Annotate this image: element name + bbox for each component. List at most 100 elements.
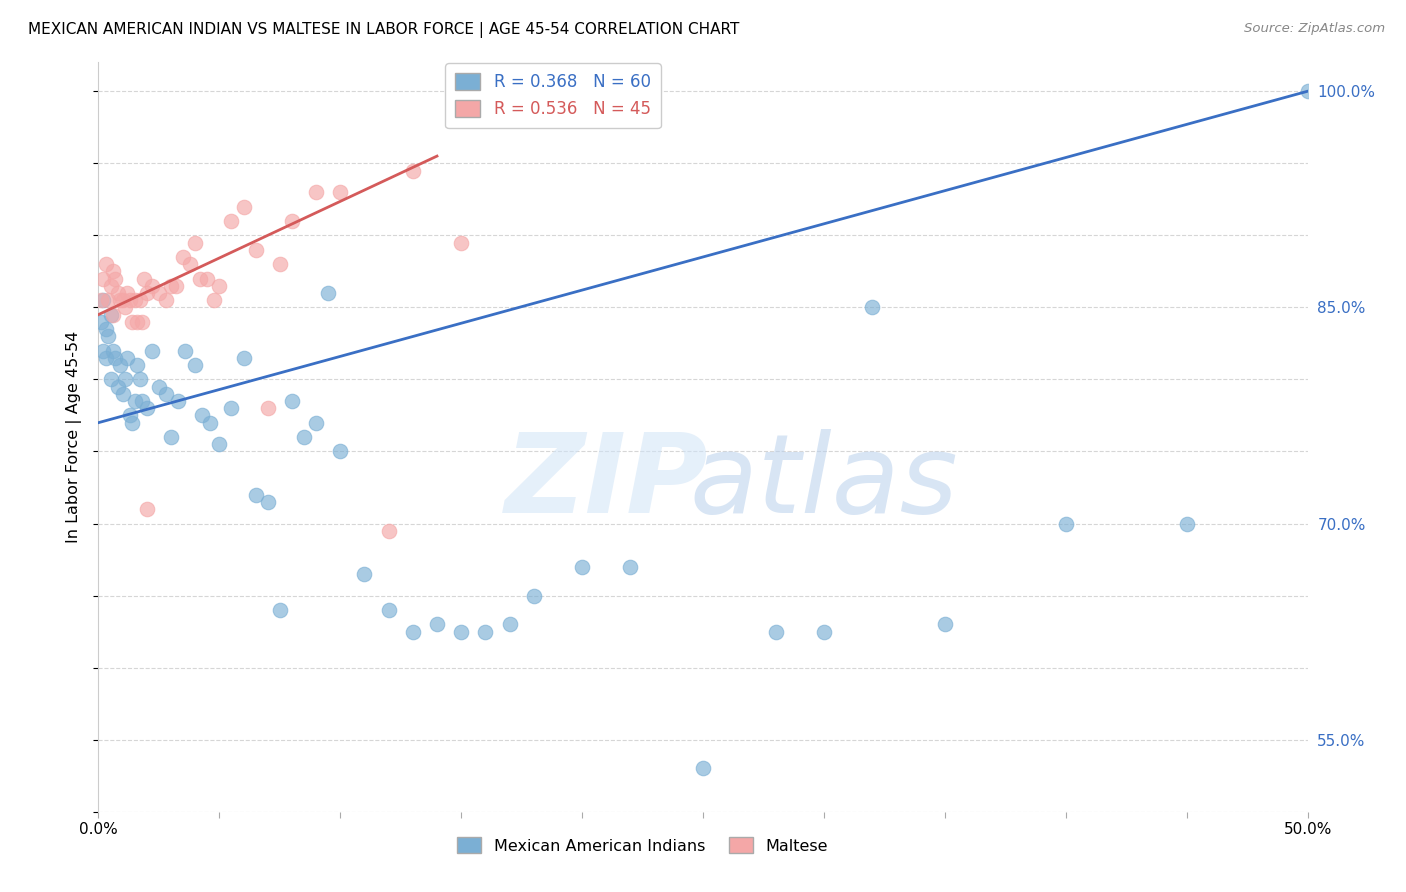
Point	[101, 264, 124, 278]
Point	[256, 495, 278, 509]
Point	[135, 502, 157, 516]
Point	[114, 372, 136, 386]
Point	[91, 293, 114, 308]
Point	[128, 293, 150, 308]
Point	[498, 617, 520, 632]
Point	[281, 394, 304, 409]
Point	[117, 285, 139, 300]
Point	[619, 559, 641, 574]
Point	[111, 293, 134, 308]
Text: atlas: atlas	[689, 428, 959, 535]
Point	[191, 409, 214, 423]
Point	[165, 278, 187, 293]
Point	[208, 437, 231, 451]
Point	[141, 278, 163, 293]
Point	[121, 416, 143, 430]
Point	[426, 617, 449, 632]
Point	[107, 285, 129, 300]
Point	[377, 603, 399, 617]
Point	[232, 351, 254, 365]
Point	[353, 566, 375, 581]
Point	[269, 603, 291, 617]
Y-axis label: In Labor Force | Age 45-54: In Labor Force | Age 45-54	[66, 331, 83, 543]
Point	[221, 214, 243, 228]
Point	[100, 278, 122, 293]
Point	[135, 285, 157, 300]
Point	[124, 293, 146, 308]
Point	[97, 329, 120, 343]
Text: ZIP: ZIP	[505, 428, 709, 535]
Point	[204, 293, 226, 308]
Point	[100, 308, 122, 322]
Point	[91, 343, 114, 358]
Point	[292, 430, 315, 444]
Point	[141, 343, 163, 358]
Point	[402, 624, 425, 639]
Point	[100, 372, 122, 386]
Point	[377, 524, 399, 538]
Point	[160, 278, 183, 293]
Text: MEXICAN AMERICAN INDIAN VS MALTESE IN LABOR FORCE | AGE 45-54 CORRELATION CHART: MEXICAN AMERICAN INDIAN VS MALTESE IN LA…	[28, 22, 740, 38]
Point	[118, 409, 141, 423]
Point	[135, 401, 157, 416]
Point	[1175, 516, 1198, 531]
Point	[128, 372, 150, 386]
Point	[305, 185, 328, 199]
Point	[813, 624, 835, 639]
Point	[94, 322, 117, 336]
Point	[860, 301, 883, 315]
Point	[305, 416, 328, 430]
Point	[1054, 516, 1077, 531]
Point	[101, 308, 124, 322]
Point	[329, 444, 352, 458]
Point	[474, 624, 496, 639]
Point	[108, 293, 131, 308]
Point	[179, 257, 201, 271]
Text: Source: ZipAtlas.com: Source: ZipAtlas.com	[1244, 22, 1385, 36]
Point	[117, 351, 139, 365]
Point	[450, 235, 472, 250]
Point	[131, 394, 153, 409]
Point	[402, 163, 425, 178]
Point	[245, 243, 267, 257]
Point	[101, 343, 124, 358]
Point	[104, 351, 127, 365]
Point	[107, 379, 129, 393]
Point	[269, 257, 291, 271]
Point	[174, 343, 197, 358]
Point	[450, 624, 472, 639]
Point	[198, 416, 221, 430]
Point	[155, 293, 177, 308]
Legend: Mexican American Indians, Maltese: Mexican American Indians, Maltese	[450, 830, 835, 860]
Point	[160, 430, 183, 444]
Point	[692, 762, 714, 776]
Point	[94, 351, 117, 365]
Point	[256, 401, 278, 416]
Point	[114, 301, 136, 315]
Point	[184, 235, 207, 250]
Point	[104, 271, 127, 285]
Point	[523, 589, 546, 603]
Point	[167, 394, 190, 409]
Point	[571, 559, 593, 574]
Point	[111, 387, 134, 401]
Point	[134, 271, 156, 285]
Point	[221, 401, 243, 416]
Point	[188, 271, 211, 285]
Point	[316, 285, 339, 300]
Point	[90, 315, 112, 329]
Point	[195, 271, 218, 285]
Point	[118, 293, 141, 308]
Point	[208, 278, 231, 293]
Point	[90, 293, 112, 308]
Point	[108, 358, 131, 372]
Point	[127, 358, 149, 372]
Point	[232, 200, 254, 214]
Point	[91, 271, 114, 285]
Point	[121, 315, 143, 329]
Point	[131, 315, 153, 329]
Point	[97, 293, 120, 308]
Point	[155, 387, 177, 401]
Point	[329, 185, 352, 199]
Point	[148, 379, 170, 393]
